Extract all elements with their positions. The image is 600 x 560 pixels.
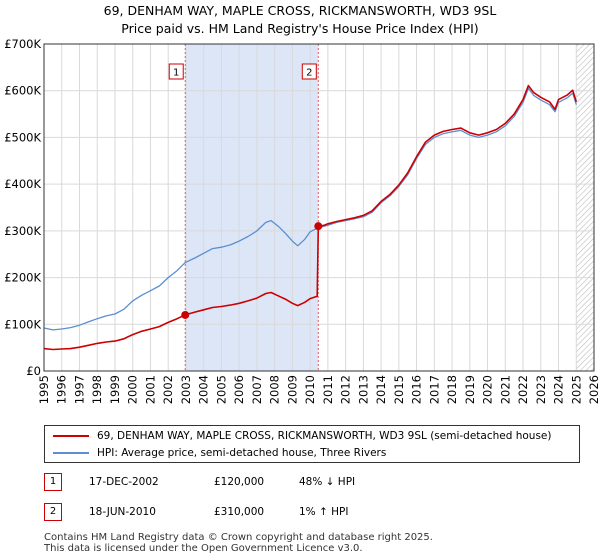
x-tick-label: 2010 <box>303 375 317 404</box>
y-tick-label: £700K <box>4 37 41 51</box>
sale-number-badge: 1 <box>44 473 62 491</box>
x-tick-label: 2009 <box>285 375 299 404</box>
x-tick-label: 2019 <box>463 375 477 404</box>
sale-point <box>314 222 323 231</box>
x-tick-label: 2017 <box>427 375 441 404</box>
y-tick-label: £600K <box>4 84 41 98</box>
future-hatch-region <box>576 44 594 371</box>
x-tick-label: 2008 <box>268 375 282 404</box>
y-tick-label: £400K <box>4 177 41 191</box>
sale-label-number: 2 <box>306 68 312 79</box>
x-tick-label: 2013 <box>356 375 370 404</box>
x-tick-label: 2003 <box>179 375 193 404</box>
y-tick-label: £500K <box>4 130 41 144</box>
legend-label-property: 69, DENHAM WAY, MAPLE CROSS, RICKMANSWOR… <box>97 430 552 442</box>
sale-hpi-diff: 48% ↓ HPI <box>299 476 356 488</box>
x-tick-label: 2005 <box>214 375 228 404</box>
sale-hpi-diff: 1% ↑ HPI <box>299 506 349 518</box>
title-line-2: Price paid vs. HM Land Registry's House … <box>121 21 479 36</box>
legend-swatch-hpi <box>53 452 89 454</box>
x-tick-label: 1998 <box>90 375 104 404</box>
x-tick-label: 2026 <box>587 375 600 404</box>
footer-line-1: Contains HM Land Registry data © Crown c… <box>44 532 433 543</box>
sale-point <box>181 310 190 319</box>
sale-label-box <box>168 63 184 80</box>
x-tick-label: 1997 <box>72 375 86 404</box>
plot-area <box>44 44 594 371</box>
sale-label-box <box>301 63 317 80</box>
x-tick-label: 2025 <box>569 375 583 404</box>
title-line-1: 69, DENHAM WAY, MAPLE CROSS, RICKMANSWOR… <box>103 3 497 18</box>
x-tick-label: 2020 <box>481 375 495 404</box>
plot-border <box>43 43 595 372</box>
x-tick-label: 2006 <box>232 375 246 404</box>
sale-date: 18-JUN-2010 <box>89 506 156 518</box>
sale-price: £120,000 <box>214 476 265 488</box>
legend-label-hpi: HPI: Average price, semi-detached house,… <box>97 447 387 459</box>
x-tick-label: 2015 <box>392 375 406 404</box>
sale-number-badge: 2 <box>44 503 62 521</box>
sale-label-number: 1 <box>173 68 179 79</box>
y-tick-label: £100K <box>4 317 41 331</box>
y-tick-label: £200K <box>4 271 41 285</box>
sale-price: £310,000 <box>214 506 265 518</box>
footer-line-2: This data is licensed under the Open Gov… <box>44 543 363 554</box>
property-series-line <box>43 84 578 351</box>
chart-title: 69, DENHAM WAY, MAPLE CROSS, RICKMANSWOR… <box>0 2 600 38</box>
y-tick-label: £0 <box>26 364 41 378</box>
x-tick-label: 2001 <box>143 375 157 404</box>
x-tick-label: 1995 <box>37 375 51 404</box>
x-tick-label: 2022 <box>516 375 530 404</box>
x-tick-label: 2011 <box>321 375 335 404</box>
footer: Contains HM Land Registry data © Crown c… <box>44 532 433 554</box>
x-tick-label: 1999 <box>108 375 122 404</box>
x-tick-label: 2012 <box>339 375 353 404</box>
x-tick-label: 2000 <box>126 375 140 404</box>
ownership-highlight-band <box>185 44 319 371</box>
x-tick-label: 2014 <box>374 375 388 404</box>
legend-swatch-property <box>53 435 89 437</box>
x-tick-label: 2002 <box>161 375 175 404</box>
price-chart: £0 £100K £200K £300K £400K £500K £600K £700K 199… <box>4 37 600 404</box>
x-tick-label: 2016 <box>410 375 424 404</box>
x-tick-label: 2004 <box>197 375 211 404</box>
x-tick-label: 2018 <box>445 375 459 404</box>
x-tick-label: 2021 <box>498 375 512 404</box>
x-tick-label: 2007 <box>250 375 264 404</box>
sale-date: 17-DEC-2002 <box>89 476 159 488</box>
y-tick-label: £300K <box>4 224 41 238</box>
legend: 69, DENHAM WAY, MAPLE CROSS, RICKMANSWOR… <box>44 425 580 463</box>
x-tick-label: 1996 <box>55 375 69 404</box>
x-tick-label: 2024 <box>552 375 566 404</box>
x-tick-label: 2023 <box>534 375 548 404</box>
